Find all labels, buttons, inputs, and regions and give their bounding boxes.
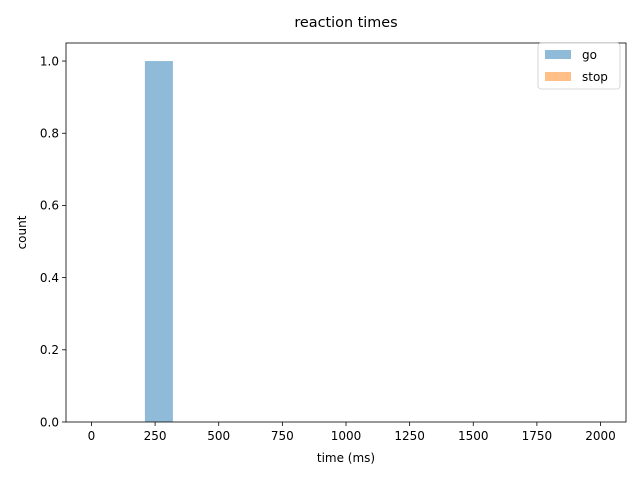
bars-layer [144, 61, 173, 423]
legend-label-go: go [582, 48, 597, 62]
bar-go-0 [144, 61, 173, 423]
x-tick-label: 1000 [331, 429, 362, 443]
x-axis-ticks: 0 250 500 750 1000 1250 1500 1750 2000 [88, 422, 616, 443]
y-tick-label: 0.0 [40, 415, 59, 429]
y-axis-label: count [15, 215, 29, 249]
x-tick-label: 250 [144, 429, 167, 443]
x-tick-label: 750 [271, 429, 294, 443]
y-tick-label: 0.6 [40, 199, 59, 213]
x-tick-label: 500 [207, 429, 230, 443]
x-tick-label: 1500 [458, 429, 489, 443]
y-tick-label: 0.2 [40, 343, 59, 357]
x-tick-label: 0 [88, 429, 96, 443]
legend-swatch-stop [545, 72, 571, 81]
x-tick-label: 2000 [585, 429, 616, 443]
x-tick-label: 1250 [394, 429, 425, 443]
legend: go stop [537, 42, 621, 90]
y-axis-ticks: 0.0 0.2 0.4 0.6 0.8 1.0 [40, 54, 66, 429]
legend-swatch-go [545, 50, 571, 59]
y-tick-label: 0.8 [40, 127, 59, 141]
chart-title: reaction times [294, 15, 397, 31]
x-tick-label: 1750 [522, 429, 553, 443]
y-tick-label: 0.4 [40, 271, 59, 285]
x-axis-label: time (ms) [317, 451, 375, 465]
legend-label-stop: stop [582, 70, 608, 84]
y-tick-label: 1.0 [40, 54, 59, 68]
